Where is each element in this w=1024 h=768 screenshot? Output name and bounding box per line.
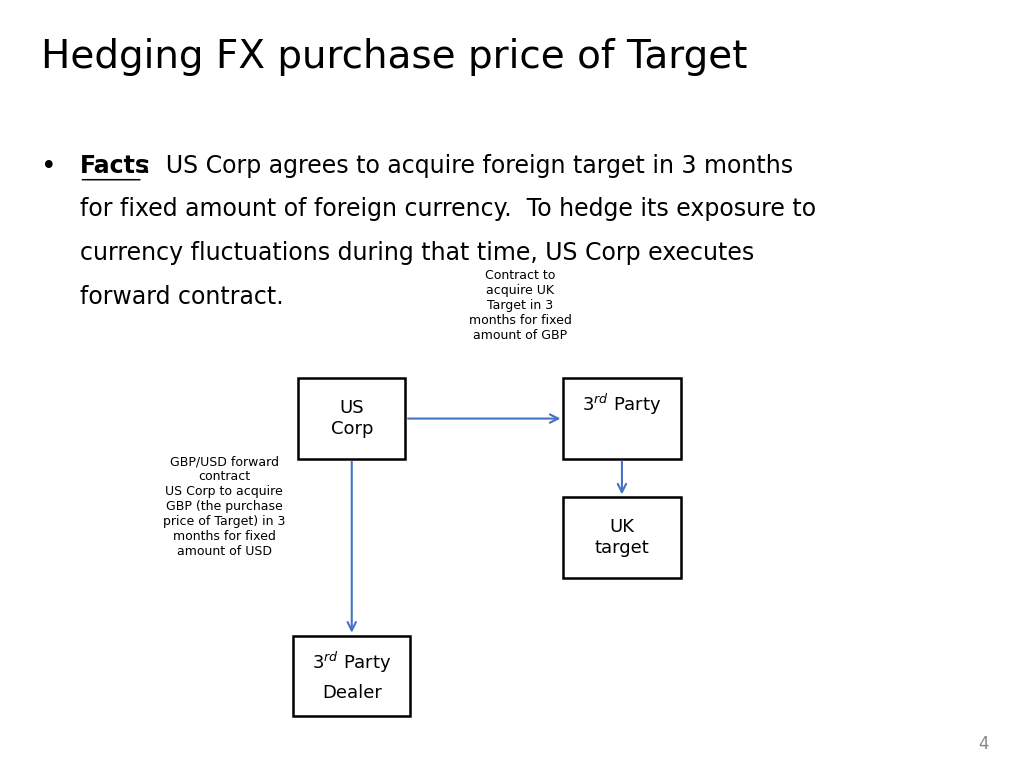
Text: 4: 4 <box>979 735 989 753</box>
Text: forward contract.: forward contract. <box>80 285 284 309</box>
Text: :  US Corp agrees to acquire foreign target in 3 months: : US Corp agrees to acquire foreign targ… <box>142 154 793 177</box>
Text: UK
target: UK target <box>595 518 649 557</box>
Text: $3^{rd}$ Party: $3^{rd}$ Party <box>312 650 391 674</box>
Bar <box>563 498 681 578</box>
Text: Dealer: Dealer <box>322 684 382 702</box>
Bar <box>298 378 406 459</box>
Text: •: • <box>41 154 56 180</box>
Text: currency fluctuations during that time, US Corp executes: currency fluctuations during that time, … <box>80 241 754 265</box>
Text: Contract to
acquire UK
Target in 3
months for fixed
amount of GBP: Contract to acquire UK Target in 3 month… <box>469 269 571 342</box>
Text: GBP/USD forward
contract
US Corp to acquire
GBP (the purchase
price of Target) i: GBP/USD forward contract US Corp to acqu… <box>163 455 286 558</box>
Text: for fixed amount of foreign currency.  To hedge its exposure to: for fixed amount of foreign currency. To… <box>80 197 816 221</box>
Bar <box>563 378 681 459</box>
Text: Hedging FX purchase price of Target: Hedging FX purchase price of Target <box>41 38 748 76</box>
Bar <box>293 636 411 716</box>
Text: Facts: Facts <box>80 154 150 177</box>
Text: $3^{rd}$ Party: $3^{rd}$ Party <box>583 392 662 417</box>
Text: US
Corp: US Corp <box>331 399 373 438</box>
